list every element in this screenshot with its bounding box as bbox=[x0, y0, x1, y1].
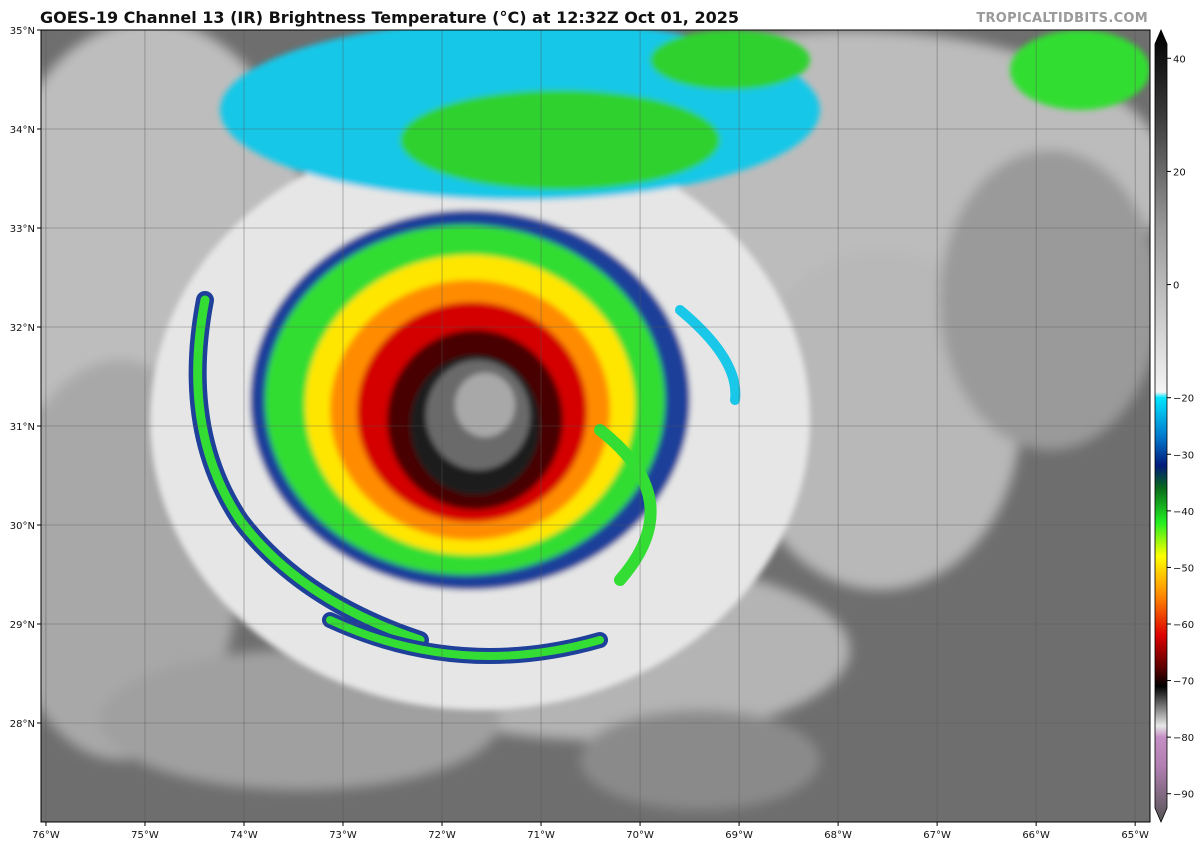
colorbar-tick-label: −70 bbox=[1173, 677, 1194, 688]
lat-tick-label: 28°N bbox=[10, 719, 35, 730]
lon-tick-label: 75°W bbox=[131, 830, 159, 841]
lon-tick-label: 69°W bbox=[725, 830, 753, 841]
lon-tick-label: 65°W bbox=[1121, 830, 1149, 841]
colorbar-tick-label: −20 bbox=[1173, 394, 1194, 405]
lon-tick-label: 73°W bbox=[329, 830, 357, 841]
lat-tick-label: 30°N bbox=[10, 521, 35, 532]
lon-tick-label: 67°W bbox=[923, 830, 951, 841]
lat-tick-label: 31°N bbox=[10, 422, 35, 433]
lon-tick-label: 70°W bbox=[626, 830, 654, 841]
credit-watermark: TROPICALTIDBITS.COM bbox=[976, 11, 1148, 26]
colorbar-tick-label: −90 bbox=[1173, 790, 1194, 801]
lon-tick-label: 76°W bbox=[32, 830, 60, 841]
lat-tick-label: 29°N bbox=[10, 620, 35, 631]
colorbar-tick-label: −80 bbox=[1173, 733, 1194, 744]
colorbar-tick-label: −60 bbox=[1173, 620, 1194, 631]
colorbar-tick-label: 20 bbox=[1173, 167, 1186, 178]
colorbar-tick-label: 0 bbox=[1173, 281, 1179, 292]
hurricane-cloud-shield bbox=[150, 30, 1150, 710]
colorbar-tick-label: −40 bbox=[1173, 507, 1194, 518]
lon-tick-label: 72°W bbox=[428, 830, 456, 841]
colorbar-tick-label: −30 bbox=[1173, 450, 1194, 461]
lat-tick-label: 35°N bbox=[10, 26, 35, 37]
latitude-axis: 35°N 34°N 33°N 32°N 31°N 30°N 29°N 28°N bbox=[10, 26, 41, 730]
lon-tick-label: 66°W bbox=[1022, 830, 1050, 841]
lat-lon-grid bbox=[41, 30, 1150, 822]
colorbar-tick-label: 40 bbox=[1173, 54, 1186, 65]
longitude-axis: 76°W 75°W 74°W 73°W 72°W 71°W 70°W 69°W 68°W 67°W… bbox=[32, 822, 1149, 841]
lat-tick-label: 32°N bbox=[10, 323, 35, 334]
colorbar-tick-label: −50 bbox=[1173, 563, 1194, 574]
colorbar-scale bbox=[1154, 28, 1168, 824]
rain-bands bbox=[188, 291, 741, 664]
lon-tick-label: 71°W bbox=[527, 830, 555, 841]
colorbar-ticks: 40 20 0 −20 −30 −40 −50 −60 −70 −80 −90 bbox=[1167, 54, 1194, 801]
chart-title: GOES-19 Channel 13 (IR) Brightness Tempe… bbox=[40, 8, 739, 27]
lat-tick-label: 34°N bbox=[10, 125, 35, 136]
lon-tick-label: 68°W bbox=[824, 830, 852, 841]
lat-tick-label: 33°N bbox=[10, 224, 35, 235]
lon-tick-label: 74°W bbox=[230, 830, 258, 841]
imagery-layer bbox=[41, 30, 1150, 822]
temperature-colorbar: 40 20 0 −20 −30 −40 −50 −60 −70 −80 −90 bbox=[1154, 28, 1194, 824]
